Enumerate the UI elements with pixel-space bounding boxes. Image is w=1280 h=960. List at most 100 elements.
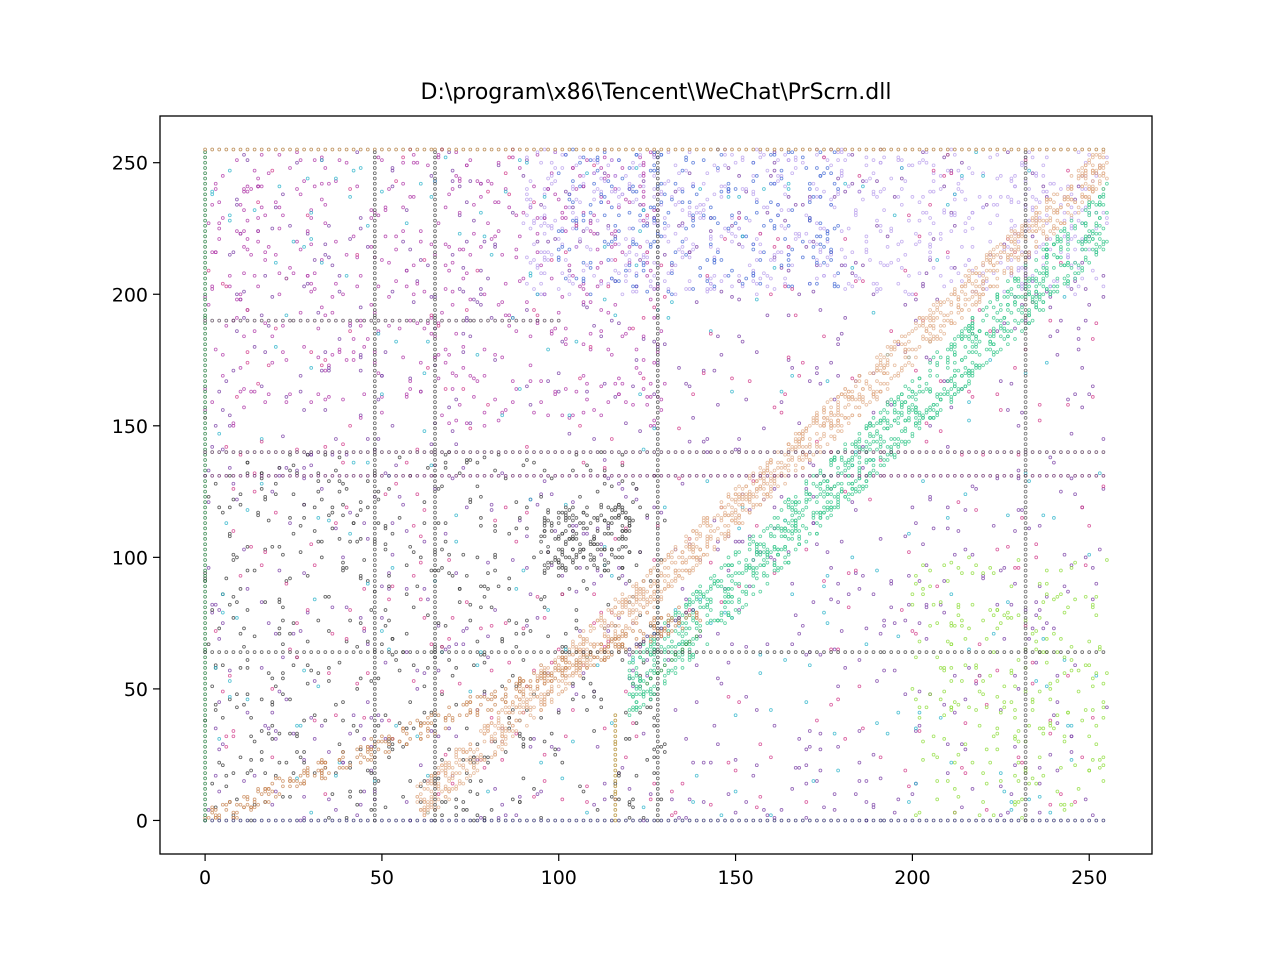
data-point — [464, 421, 469, 426]
data-point — [1059, 489, 1063, 494]
data-point — [585, 381, 589, 386]
data-point — [754, 708, 759, 712]
chart-title: D:\program\x86\Tencent\WeChat\PrScrn.dll — [421, 80, 892, 105]
data-point — [1013, 326, 1017, 331]
data-point — [1073, 392, 1077, 397]
data-point — [284, 395, 289, 399]
data-point — [571, 523, 575, 528]
data-point — [641, 179, 646, 183]
data-point — [510, 558, 515, 562]
data-point — [309, 463, 314, 468]
data-point — [479, 302, 483, 307]
data-point — [861, 573, 865, 578]
data-point — [861, 179, 865, 183]
data-point — [960, 160, 964, 165]
data-point — [620, 166, 625, 170]
data-point — [365, 337, 370, 341]
data-point — [592, 802, 596, 807]
data-point — [1076, 184, 1081, 189]
data-point — [804, 245, 809, 249]
data-point — [535, 216, 540, 220]
data-point — [330, 605, 335, 610]
data-point — [447, 726, 451, 731]
data-point — [546, 239, 550, 244]
data-point — [1013, 744, 1017, 749]
data-point — [765, 813, 770, 818]
data-point — [1069, 750, 1074, 754]
data-point — [797, 737, 802, 741]
data-point — [266, 726, 271, 731]
data-point — [620, 765, 625, 770]
data-point — [418, 360, 423, 365]
data-point — [464, 505, 469, 510]
data-point — [942, 702, 947, 707]
data-point — [404, 529, 409, 533]
data-point — [217, 608, 222, 612]
data-point — [542, 479, 547, 483]
data-point — [634, 358, 639, 362]
data-point — [666, 658, 671, 662]
data-point — [380, 616, 384, 620]
data-point — [206, 566, 211, 570]
data-point — [995, 329, 1000, 333]
data-point — [376, 713, 381, 718]
data-point — [256, 184, 260, 189]
data-point — [1073, 663, 1077, 668]
data-point — [719, 289, 724, 294]
data-point — [779, 400, 784, 404]
data-point — [549, 744, 554, 749]
data-point — [220, 742, 225, 747]
data-point — [811, 494, 816, 499]
data-point — [609, 245, 614, 249]
data-point — [517, 794, 522, 799]
data-point — [443, 347, 448, 352]
data-point — [737, 210, 741, 215]
data-point — [401, 229, 405, 233]
data-point — [327, 255, 331, 260]
data-point — [486, 655, 490, 660]
data-point — [1037, 781, 1042, 786]
data-point — [1080, 405, 1085, 410]
data-point — [302, 794, 306, 799]
data-point — [613, 229, 618, 233]
data-point — [556, 371, 561, 376]
data-point — [701, 439, 706, 444]
data-point — [1076, 347, 1081, 352]
data-point — [528, 363, 533, 368]
data-point — [677, 223, 681, 228]
data-point — [284, 358, 289, 362]
data-point — [295, 160, 299, 165]
data-point — [804, 781, 809, 786]
data-point — [496, 229, 501, 233]
data-point — [443, 360, 448, 365]
data-point — [1087, 392, 1092, 397]
data-point — [910, 505, 915, 510]
data-point — [797, 292, 802, 297]
data-point — [556, 389, 561, 394]
data-point — [500, 802, 505, 807]
data-point — [942, 379, 947, 383]
data-point — [479, 195, 483, 199]
data-point — [857, 658, 862, 662]
data-point — [903, 534, 908, 539]
data-point — [744, 800, 749, 804]
data-point — [376, 397, 381, 402]
data-point — [970, 552, 975, 557]
data-point — [553, 529, 558, 533]
data-point — [811, 239, 816, 244]
data-point — [903, 692, 908, 697]
data-point — [454, 418, 459, 423]
data-point — [581, 410, 586, 415]
data-point — [836, 581, 840, 586]
data-point — [677, 815, 681, 820]
data-point — [415, 160, 420, 165]
data-point — [461, 642, 466, 647]
data-point — [687, 171, 692, 176]
data-point — [811, 463, 816, 468]
data-point — [807, 379, 812, 383]
data-point — [277, 473, 282, 478]
data-point — [220, 373, 225, 378]
data-point — [942, 610, 947, 615]
data-point — [921, 150, 925, 155]
data-point — [1105, 705, 1109, 710]
